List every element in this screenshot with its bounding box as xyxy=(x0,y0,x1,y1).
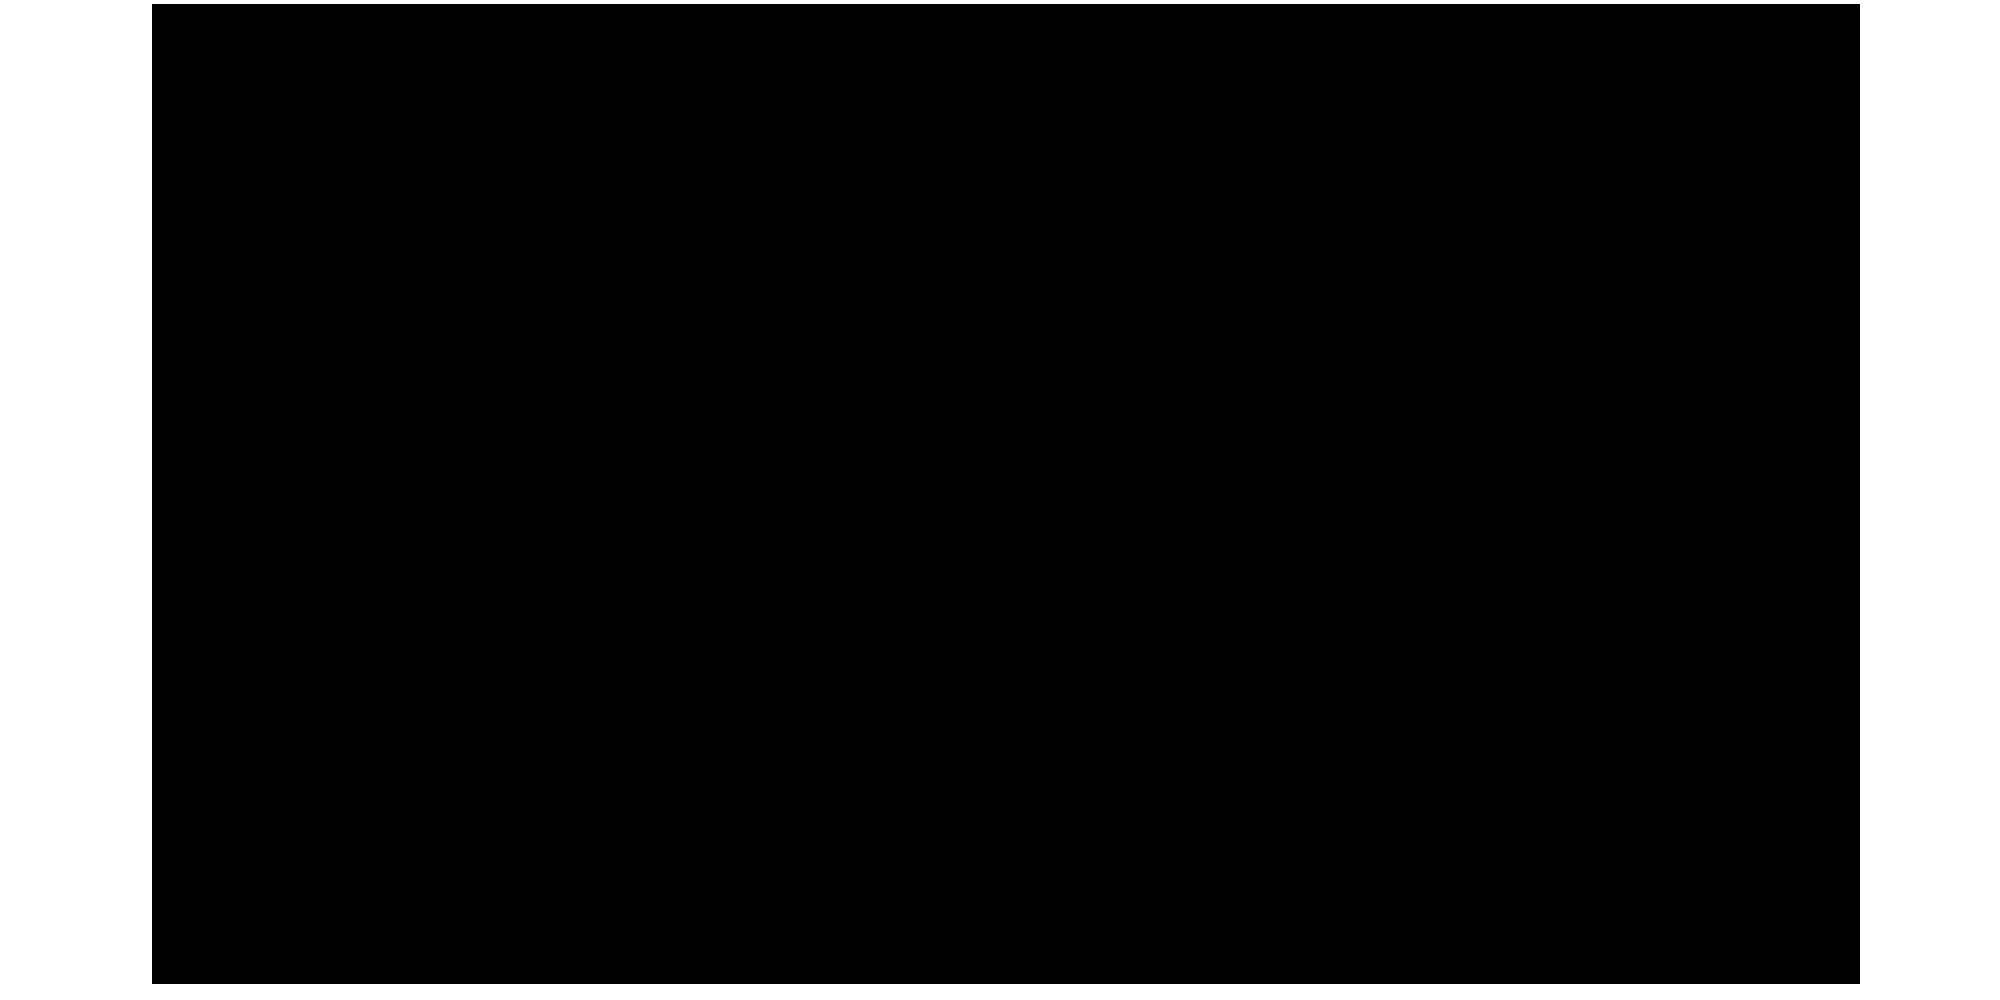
word-cloud xyxy=(152,4,1860,984)
